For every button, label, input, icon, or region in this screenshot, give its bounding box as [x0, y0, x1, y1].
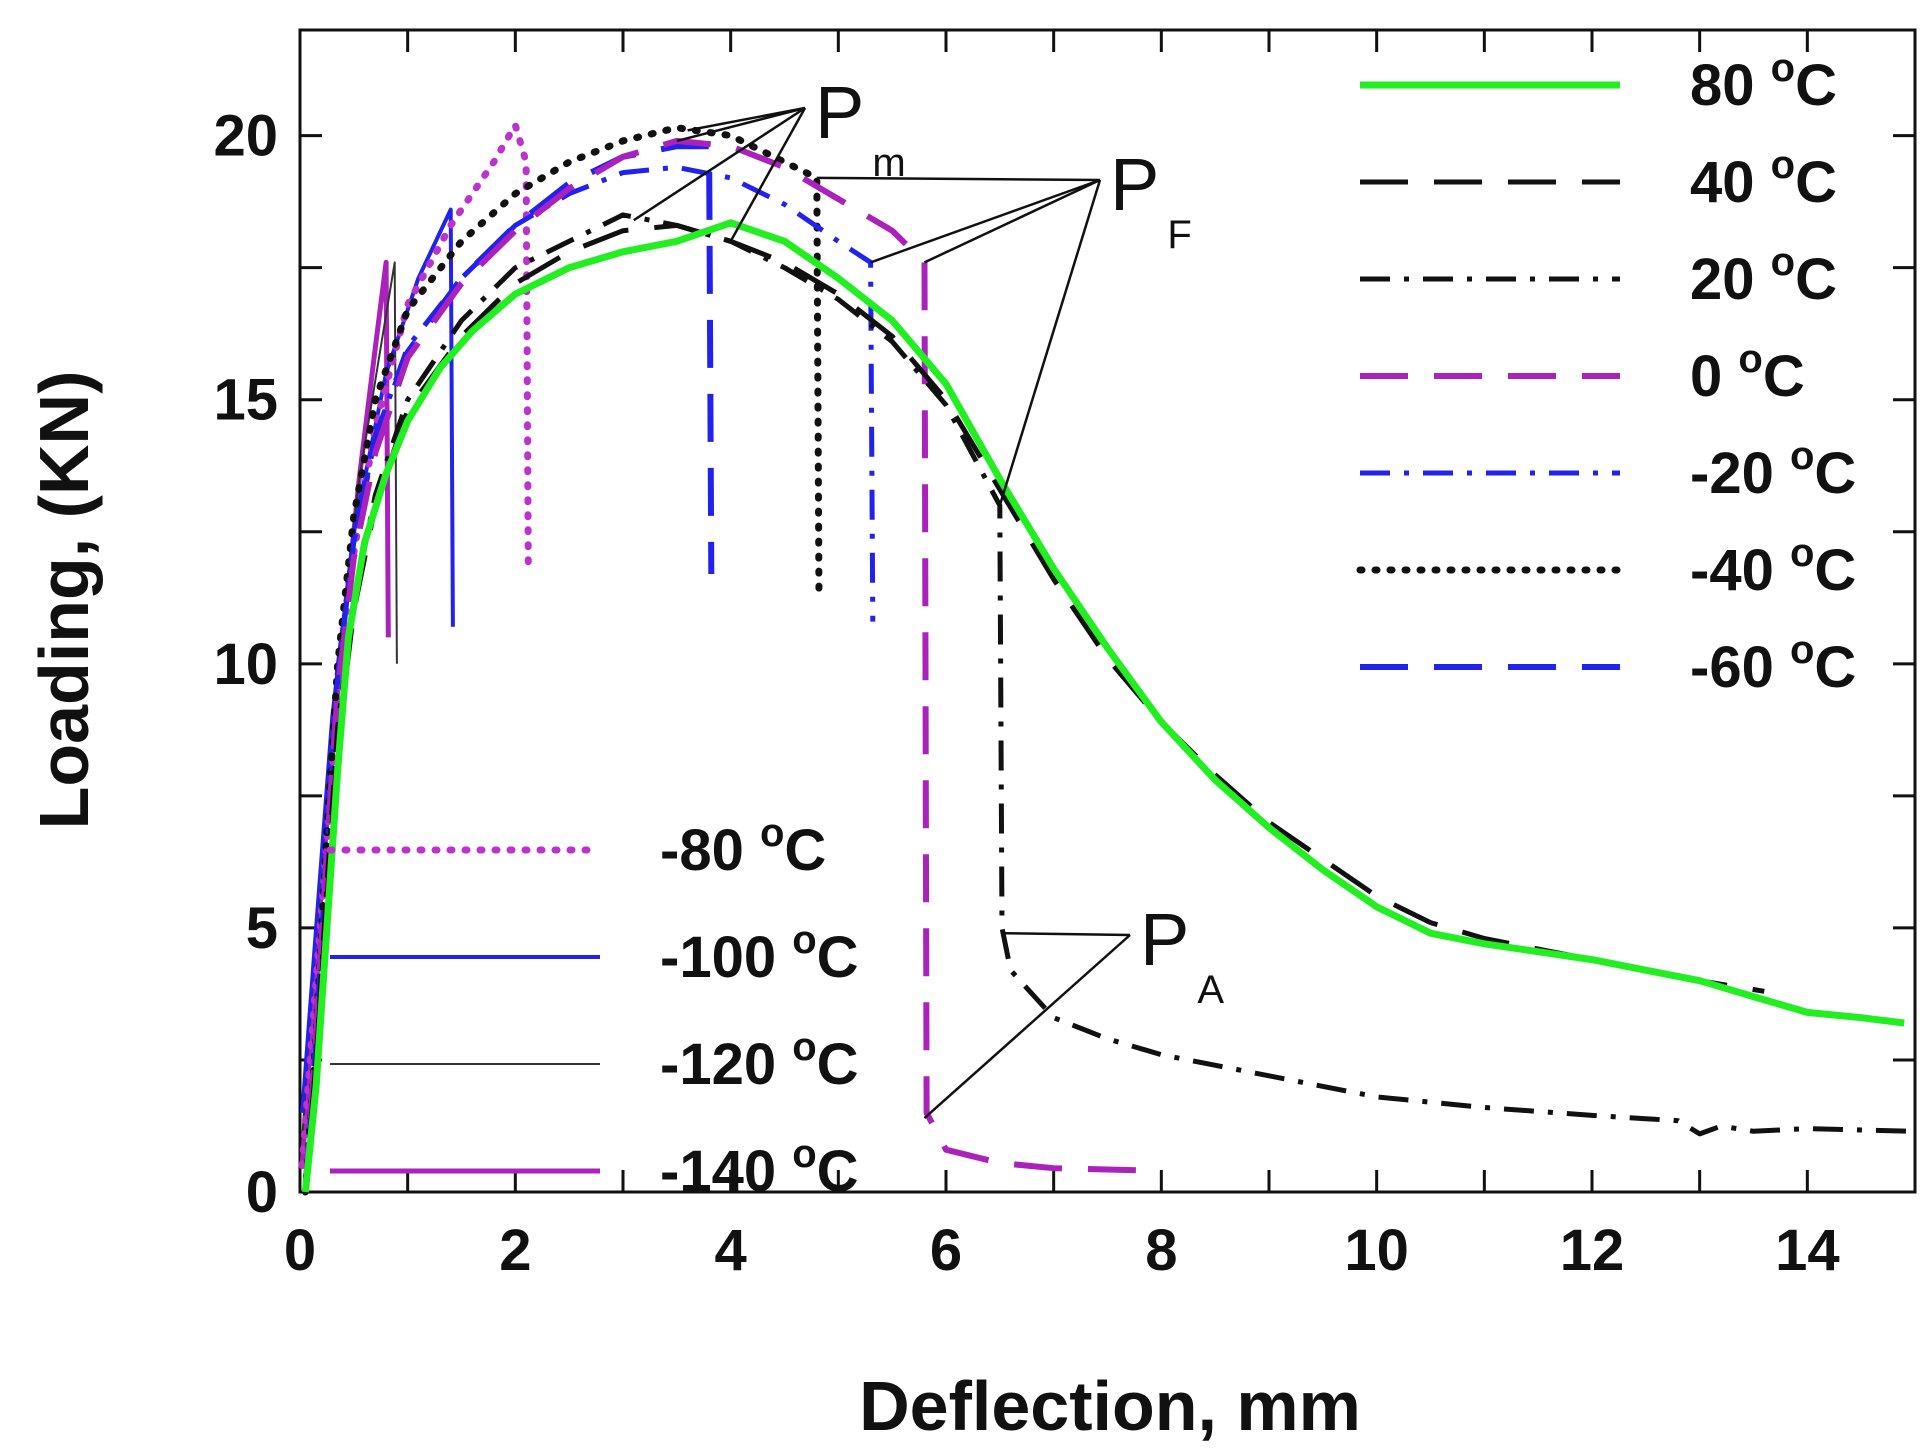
annotation-leader	[729, 107, 807, 242]
series-line-minus-80	[298, 121, 532, 1170]
plot-frame	[298, 28, 1917, 1194]
annotation-leader	[923, 178, 1101, 264]
legend-degree: o	[792, 918, 816, 962]
legend-label-80: 80 oC	[1690, 46, 1837, 118]
legend-degree: o	[1790, 434, 1814, 478]
legend-unit: C	[1763, 344, 1805, 409]
series-layer	[298, 121, 1916, 1196]
legend-label-minus-80: -80 oC	[660, 811, 826, 883]
legend-label-minus-120: -120 oC	[660, 1025, 859, 1097]
annotation-label-pm: Pm	[815, 71, 906, 185]
x-tick-label: 14	[1775, 1218, 1840, 1283]
legend-value: -120	[660, 1032, 792, 1097]
y-tick-label: 20	[213, 104, 278, 169]
legend-degree: o	[1771, 240, 1795, 284]
legend-degree: o	[792, 1025, 816, 1069]
annotation-leader	[1005, 931, 1131, 937]
legend-value: -20	[1690, 441, 1790, 506]
x-tick-label: 10	[1344, 1218, 1409, 1283]
x-tick-label: 4	[715, 1218, 747, 1283]
y-tick-label: 5	[246, 896, 278, 961]
legend-unit: C	[1814, 635, 1856, 700]
legend-value: 80	[1690, 53, 1771, 118]
y-tick-label: 15	[213, 368, 278, 433]
annotation-leader	[633, 106, 806, 222]
legend-unit: C	[1814, 538, 1856, 603]
legend-unit: C	[1814, 441, 1856, 506]
legend-unit: C	[1795, 150, 1837, 215]
annotation-subscript: A	[1197, 968, 1224, 1012]
legend-degree: o	[792, 1132, 816, 1176]
series-line-20	[302, 212, 1916, 1193]
legend-label-20: 20 oC	[1690, 240, 1837, 312]
legend-degree: o	[1771, 46, 1795, 90]
legend-unit: C	[1795, 53, 1837, 118]
legend-label-40: 40 oC	[1690, 143, 1837, 215]
legend-degree: o	[1790, 531, 1814, 575]
legend-unit: C	[1795, 247, 1837, 312]
legend-value: 20	[1690, 247, 1771, 312]
series-line-80	[301, 219, 1905, 1193]
legend-label-minus-100: -100 oC	[660, 918, 859, 990]
y-tick-label: 10	[213, 632, 278, 697]
legend-value: -60	[1690, 635, 1790, 700]
legend-value: 0	[1690, 344, 1738, 409]
legend-label-minus-60: -60 oC	[1690, 628, 1856, 700]
annotation-subscript: F	[1167, 213, 1191, 257]
legend-degree: o	[760, 811, 784, 855]
series-line-40	[302, 222, 1765, 1193]
legend-unit: C	[817, 1139, 859, 1204]
legend-label-minus-40: -40 oC	[1690, 531, 1856, 603]
legend-unit: C	[784, 818, 826, 883]
legend-value: -80	[660, 818, 760, 883]
legend-unit: C	[817, 1032, 859, 1097]
legend-degree: o	[1790, 628, 1814, 672]
x-tick-label: 0	[284, 1218, 316, 1283]
annotation-label-pa: PA	[1140, 898, 1224, 1012]
x-tick-label: 12	[1560, 1218, 1625, 1283]
legend-label-0: 0 oC	[1690, 337, 1805, 409]
annotation-leader	[998, 179, 1102, 506]
legend-unit: C	[817, 925, 859, 990]
annotation-label-pf: PF	[1110, 143, 1192, 257]
annotation-leader	[676, 106, 806, 143]
x-tick-label: 6	[930, 1218, 962, 1283]
legend-degree: o	[1771, 143, 1795, 187]
annotation-leader	[816, 176, 1101, 182]
y-tick-label: 0	[246, 1160, 278, 1225]
y-axis-title: Loading, (KN)	[25, 371, 103, 830]
legend-value: 40	[1690, 150, 1771, 215]
annotation-leader	[923, 934, 1131, 1119]
legend-label-minus-20: -20 oC	[1690, 434, 1856, 506]
axes-layer: 0 2 4 6 8 10 12 14 0 5 10 15 20	[213, 28, 1917, 1283]
legend-value: -100	[660, 925, 792, 990]
legend-degree: o	[1738, 337, 1762, 381]
legend-value: -40	[1690, 538, 1790, 603]
legend-label-minus-140: -140 oC	[660, 1132, 859, 1204]
annotation-leader	[870, 178, 1101, 264]
annotation-leader	[687, 106, 806, 132]
x-axis-title: Deflection, mm	[859, 1367, 1361, 1445]
x-tick-label: 8	[1145, 1218, 1177, 1283]
legend-value: -140	[660, 1139, 792, 1204]
x-tick-label: 2	[499, 1218, 531, 1283]
